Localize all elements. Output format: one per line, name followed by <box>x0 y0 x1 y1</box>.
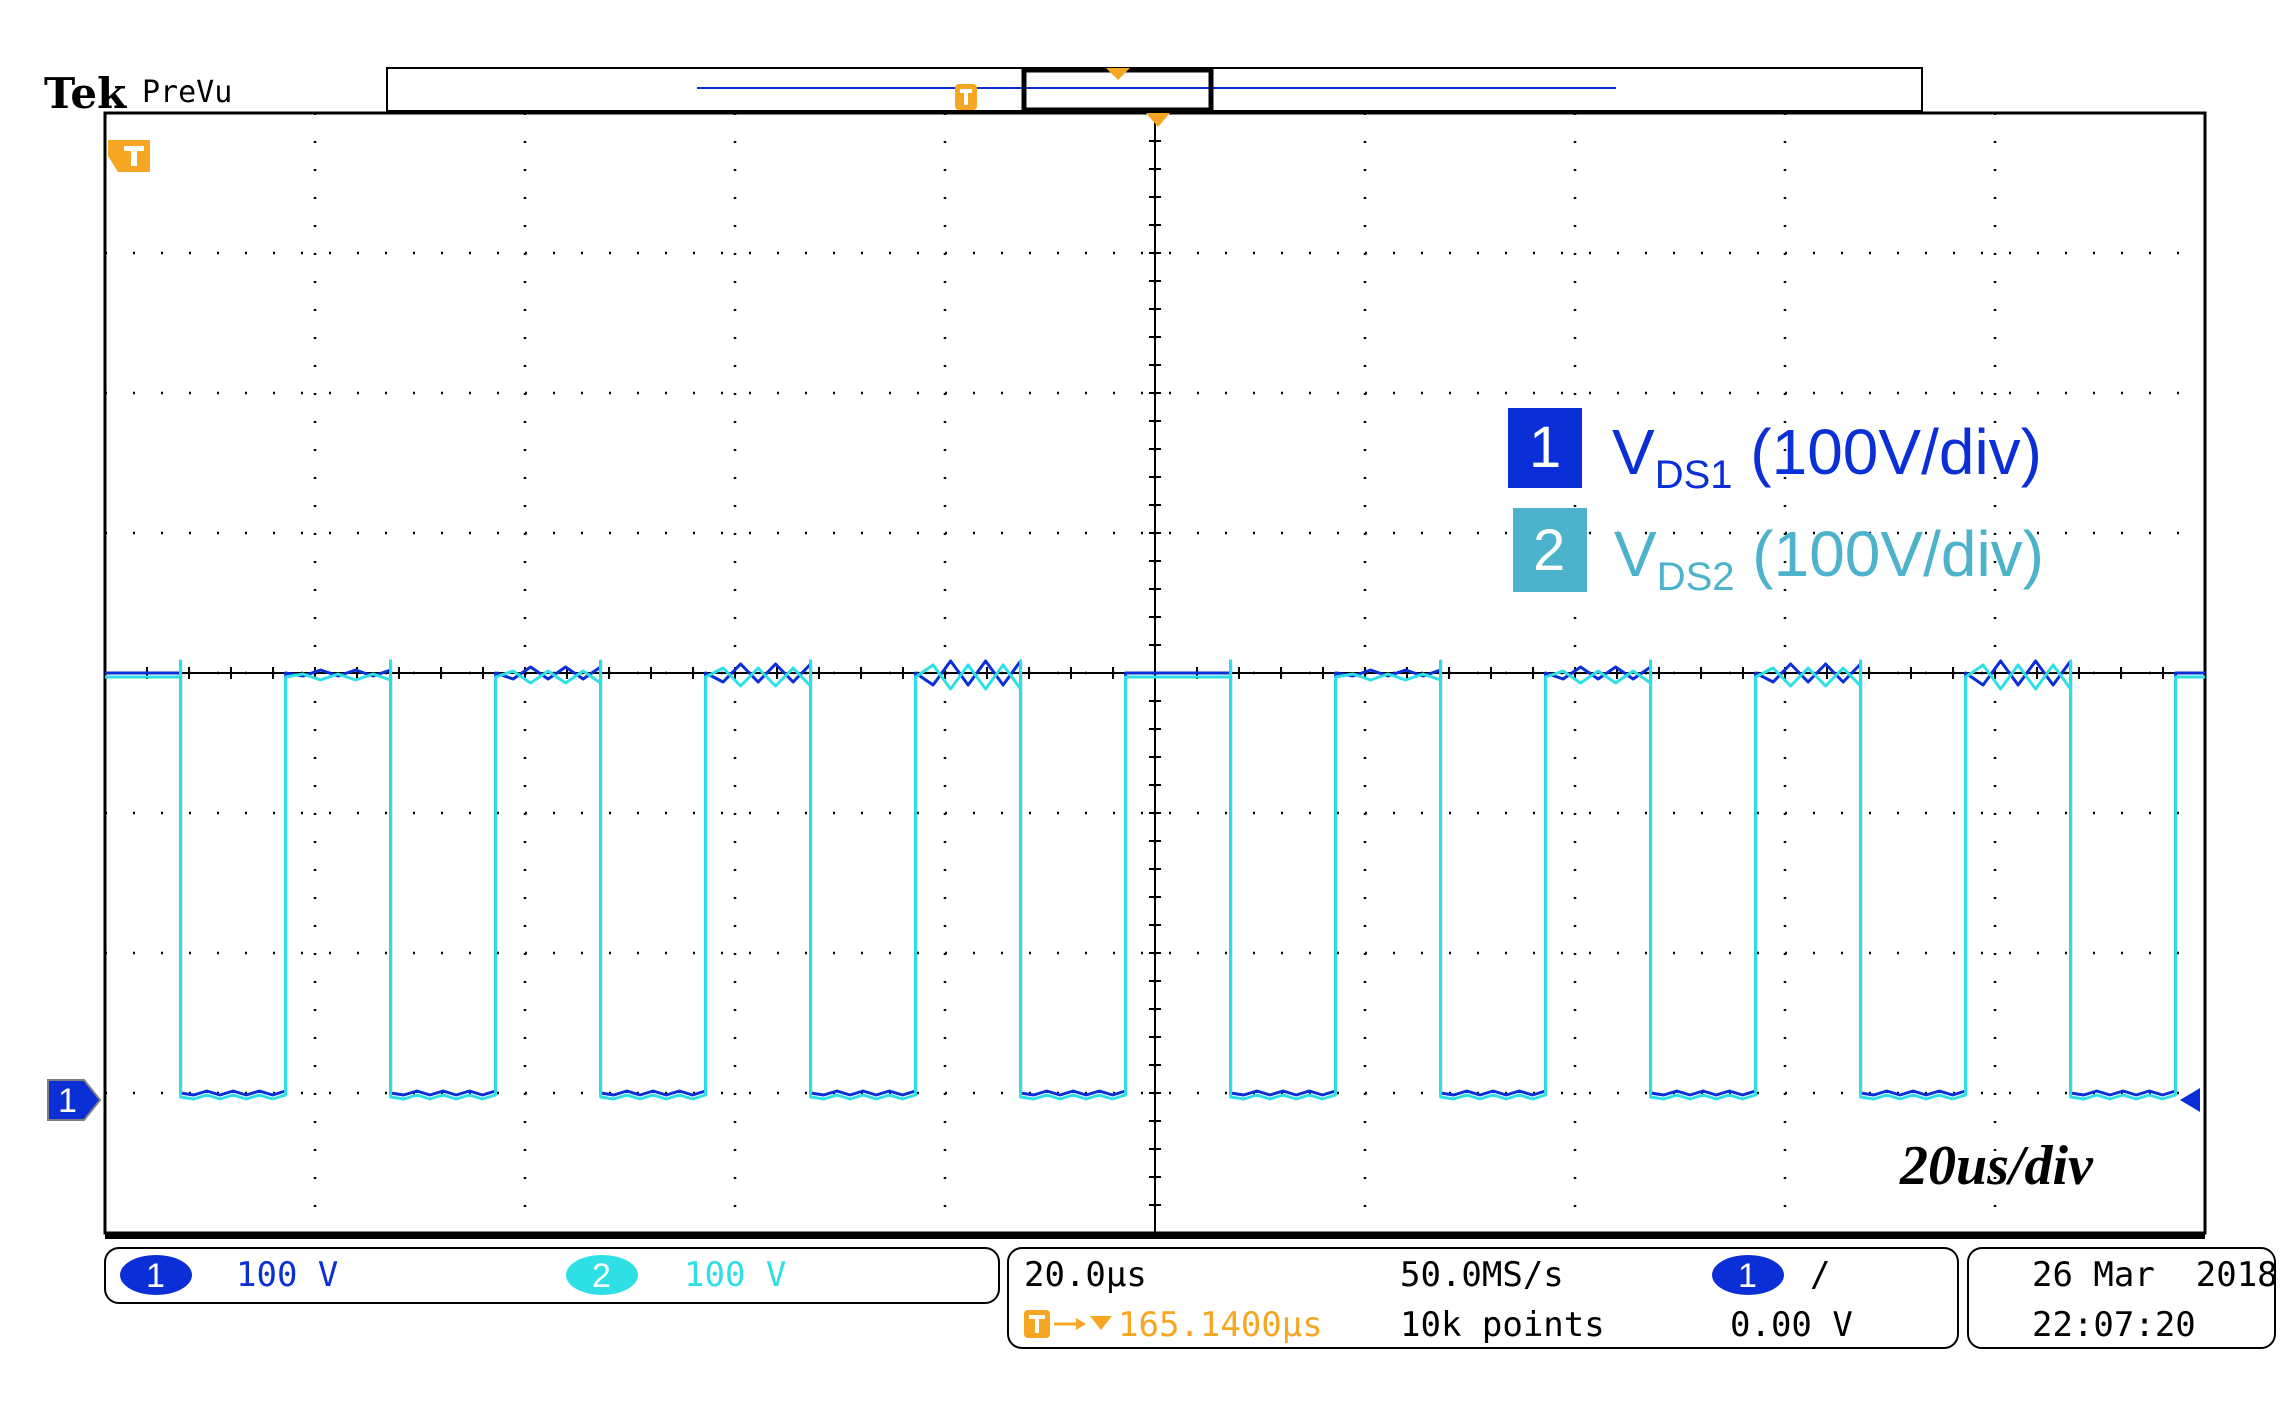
horizontal-position: 165.1400μs <box>1118 1305 1323 1345</box>
trigger-level: 0.00 V <box>1730 1305 1853 1345</box>
plot-bottom-border <box>105 1233 2205 1239</box>
horizontal-acquisition-panel[interactable]: 20.0μs 165.1400μs 50.0MS/s 10k points 1 … <box>1007 1247 1959 1349</box>
ch1-status-badge-label: 1 <box>146 1257 165 1295</box>
ch1-status-badge[interactable]: 1 <box>120 1255 192 1295</box>
trigger-position-icon[interactable] <box>108 140 150 172</box>
acquisition-mode: PreVu <box>142 75 232 110</box>
date: 26 Mar 2018 <box>2032 1255 2278 1295</box>
legend-item-ch1: 1 VDS1 (100V/div) <box>1508 408 2042 497</box>
plot-area <box>103 111 2207 1235</box>
preview-trigger-icon <box>955 84 977 110</box>
horizontal-position-readout: 165.1400μs <box>1024 1305 1323 1345</box>
brand-logo: Tek <box>44 69 127 118</box>
ch2-status-badge[interactable]: 2 <box>566 1255 638 1295</box>
trigger-source-badge[interactable]: 1 <box>1712 1255 1784 1295</box>
ch2-scale: 100 V <box>684 1255 786 1295</box>
legend-ch1-number: 1 <box>1529 415 1561 480</box>
horizontal-scale: 20.0μs <box>1024 1255 1147 1295</box>
ch1-ground-marker[interactable]: 1 <box>47 1079 102 1121</box>
ch1-ground-marker-label: 1 <box>58 1082 77 1120</box>
timebase-annotation: 20us/div <box>1899 1135 2094 1197</box>
trigger-level-marker[interactable] <box>2180 1088 2200 1112</box>
legend-ch1-swatch <box>1508 408 1582 488</box>
trigger-slope-icon: / <box>1810 1255 1830 1295</box>
record-preview-bar[interactable] <box>386 67 1923 113</box>
legend: 1 VDS1 (100V/div) 2 VDS2 (100V/div) <box>1508 408 2044 599</box>
sample-rate: 50.0MS/s <box>1400 1255 1564 1295</box>
ch1-scale: 100 V <box>236 1255 338 1295</box>
channel-status-panel[interactable]: 1 100 V 2 100 V <box>104 1247 1000 1304</box>
trace-vds1 <box>105 659 2205 1097</box>
preview-center-marker <box>1106 68 1130 80</box>
ch2-status-badge-label: 2 <box>592 1257 611 1295</box>
legend-ch2-label: VDS2 (100V/div) <box>1614 518 2044 599</box>
legend-item-ch2: 2 VDS2 (100V/div) <box>1513 508 2044 599</box>
legend-ch1-label: VDS1 (100V/div) <box>1612 416 2042 497</box>
legend-ch2-number: 2 <box>1533 518 1565 583</box>
trace-vds2 <box>105 659 2205 1101</box>
record-length: 10k points <box>1400 1305 1605 1345</box>
time: 22:07:20 <box>2032 1305 2196 1345</box>
waveform-traces <box>105 659 2205 1101</box>
trigger-source-label: 1 <box>1738 1257 1757 1295</box>
datetime-panel: 26 Mar 2018 22:07:20 <box>1967 1247 2278 1349</box>
legend-ch2-swatch <box>1513 508 1587 592</box>
position-marker-icon <box>1090 1316 1112 1330</box>
horizontal-position-marker[interactable] <box>1146 113 1170 127</box>
